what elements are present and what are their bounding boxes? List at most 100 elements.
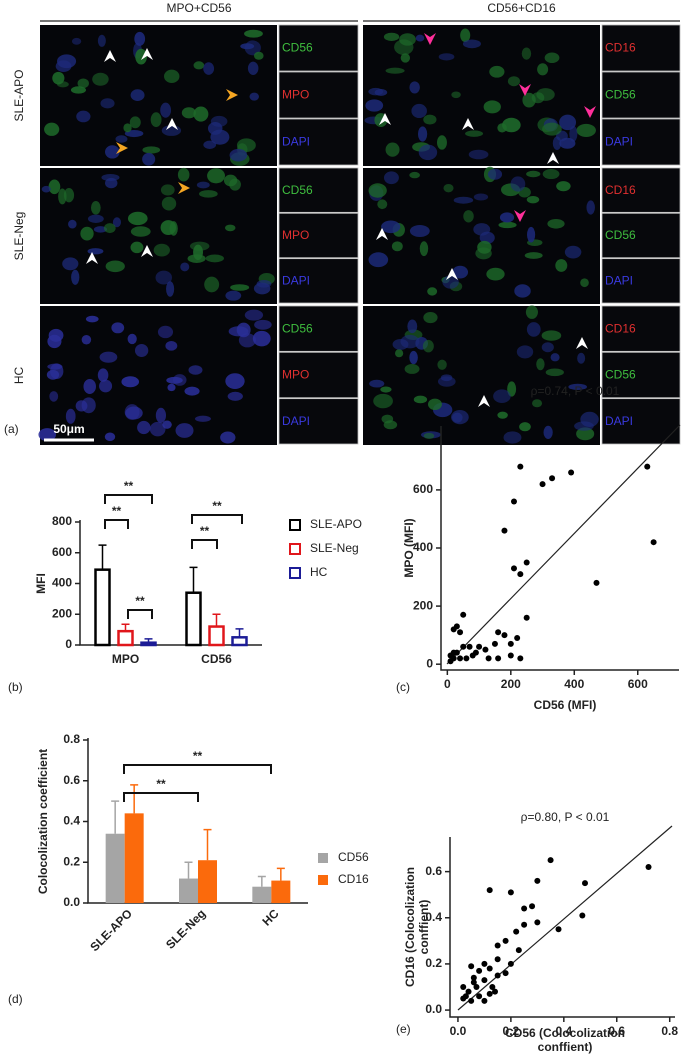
bar (179, 878, 198, 903)
cell (524, 252, 543, 259)
cell (97, 34, 106, 47)
cell (537, 63, 549, 76)
error-bar (98, 544, 107, 570)
x-tick-label: 0.8 (661, 1024, 678, 1038)
cell (115, 135, 128, 143)
point (517, 463, 524, 470)
point (485, 655, 492, 662)
cell (83, 378, 96, 395)
point (469, 652, 476, 659)
cell (127, 211, 148, 226)
cell (423, 311, 438, 324)
cell (112, 217, 122, 228)
cell (81, 335, 92, 345)
bar (94, 568, 111, 647)
cell (103, 223, 116, 234)
bar (252, 886, 272, 903)
legend-swatch (318, 875, 328, 885)
cell (543, 425, 553, 439)
cell (207, 168, 225, 184)
point (507, 640, 514, 647)
channel-image (601, 71, 681, 119)
cell (493, 389, 511, 404)
point (447, 658, 454, 665)
arrowhead (514, 210, 526, 222)
significance-bracket (191, 539, 218, 549)
panel-label: (c) (396, 680, 410, 694)
cell (134, 31, 146, 46)
cell (47, 334, 62, 349)
cell (81, 397, 96, 414)
cell (44, 122, 60, 136)
point (547, 857, 554, 864)
point (539, 481, 546, 488)
point (476, 967, 483, 974)
point (529, 903, 536, 910)
cell (256, 280, 272, 288)
point (523, 614, 530, 621)
cell (121, 376, 140, 388)
cell (519, 422, 531, 432)
cell (203, 140, 217, 149)
cell (550, 353, 560, 362)
significance-label: ** (200, 524, 210, 538)
cell (87, 248, 104, 255)
point (460, 984, 467, 990)
chart-title: ρ=0.80, P < 0.01 (521, 810, 610, 824)
cell (465, 130, 484, 137)
point (644, 463, 651, 470)
point (457, 655, 464, 662)
panel-label: (a) (4, 422, 19, 436)
cell (187, 254, 206, 263)
cell (99, 379, 113, 393)
cell (536, 88, 555, 101)
channel-label: CD16 (605, 41, 636, 55)
x-tick-label: 400 (564, 677, 584, 691)
cell (149, 421, 166, 437)
significance-bracket (127, 609, 153, 619)
cell (377, 199, 388, 210)
cell (100, 98, 115, 109)
cell (68, 219, 77, 229)
cell (536, 358, 545, 371)
cell (199, 190, 218, 198)
point (481, 997, 488, 1004)
channel-label: MPO (282, 368, 309, 382)
point (593, 579, 600, 586)
channel-label: DAPI (282, 414, 310, 428)
cell (203, 62, 215, 75)
cell (127, 333, 137, 345)
panel-label: (d) (8, 992, 23, 1006)
arrowhead (462, 118, 474, 130)
cell (220, 431, 236, 444)
y-axis-label: Colocolization coefficient (36, 749, 50, 894)
cell (181, 107, 197, 119)
cell (374, 88, 388, 96)
point (582, 880, 588, 887)
cell (574, 421, 594, 431)
point (502, 937, 509, 944)
bar (124, 813, 144, 903)
cell (556, 181, 571, 192)
cell (586, 200, 595, 215)
point (517, 655, 524, 662)
cell (576, 427, 595, 441)
bar (271, 880, 291, 903)
point (513, 928, 520, 935)
cell (365, 99, 384, 112)
arrowhead (141, 245, 153, 257)
cell (442, 275, 459, 289)
cell (380, 386, 392, 393)
error-bar (121, 623, 130, 632)
cell (381, 414, 394, 424)
cell (225, 373, 245, 389)
error-bar (212, 613, 221, 627)
point (457, 629, 464, 636)
significance-bracket (123, 792, 199, 802)
cell (503, 431, 522, 444)
cell (452, 265, 469, 279)
cell (65, 408, 76, 424)
cell (383, 171, 399, 185)
cell (443, 183, 454, 193)
cell (514, 284, 531, 298)
